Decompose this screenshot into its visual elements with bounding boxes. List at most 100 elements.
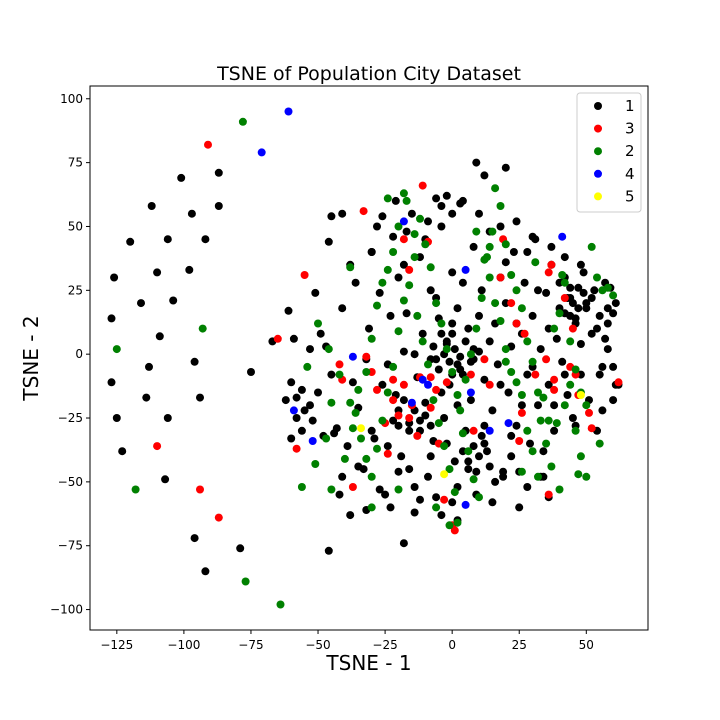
point-series-1 — [466, 357, 475, 366]
point-series-3 — [432, 385, 441, 394]
point-series-1 — [391, 196, 400, 205]
point-series-1 — [190, 534, 199, 543]
point-series-3 — [587, 424, 596, 433]
point-series-2 — [426, 263, 435, 272]
point-series-1 — [405, 465, 414, 474]
point-series-2 — [131, 485, 140, 494]
point-series-1 — [523, 248, 532, 256]
point-series-1 — [507, 431, 516, 440]
point-series-4 — [289, 406, 298, 415]
point-series-4 — [257, 148, 266, 157]
point-series-1 — [316, 329, 325, 338]
point-series-1 — [437, 329, 446, 338]
point-series-2 — [475, 493, 483, 502]
point-series-1 — [394, 467, 403, 476]
point-series-1 — [338, 472, 347, 481]
point-series-1 — [587, 294, 596, 302]
point-series-3 — [442, 378, 451, 387]
point-series-2 — [421, 240, 430, 249]
point-series-2 — [555, 309, 564, 318]
point-series-2 — [571, 365, 580, 374]
point-series-1 — [603, 304, 612, 313]
point-series-1 — [437, 511, 446, 520]
chart-title: TSNE of Population City Dataset — [216, 63, 521, 85]
point-series-1 — [432, 194, 441, 203]
point-series-1 — [501, 258, 510, 267]
point-series-3 — [568, 324, 577, 333]
x-tick-label: −100 — [167, 638, 200, 652]
x-tick-label: −125 — [100, 638, 133, 652]
point-series-2 — [544, 416, 553, 425]
point-series-4 — [485, 426, 494, 435]
point-series-1 — [300, 406, 309, 415]
scatter-points — [107, 107, 623, 609]
y-tick-label: −100 — [50, 603, 83, 617]
point-series-1 — [153, 268, 162, 277]
point-series-1 — [306, 345, 314, 354]
point-series-1 — [576, 340, 585, 348]
point-series-2 — [501, 240, 510, 249]
point-series-2 — [362, 368, 371, 376]
point-series-1 — [383, 442, 392, 451]
point-series-1 — [507, 452, 516, 461]
point-series-1 — [515, 503, 524, 512]
point-series-1 — [297, 385, 306, 394]
point-series-4 — [284, 107, 293, 116]
point-series-1 — [381, 490, 390, 499]
point-series-2 — [448, 368, 457, 376]
point-series-4 — [466, 388, 475, 397]
point-series-1 — [163, 235, 172, 244]
point-series-1 — [346, 511, 355, 520]
point-series-1 — [177, 173, 186, 182]
point-series-2 — [453, 391, 462, 399]
point-series-1 — [456, 352, 465, 361]
point-series-1 — [247, 368, 255, 376]
point-series-2 — [491, 299, 500, 308]
point-series-3 — [440, 495, 449, 504]
point-series-1 — [375, 485, 384, 494]
legend-label-3: 3 — [625, 120, 635, 138]
point-series-2 — [501, 357, 510, 366]
point-series-2 — [418, 337, 427, 346]
point-series-1 — [603, 345, 612, 354]
point-series-1 — [523, 370, 532, 379]
point-series-1 — [579, 268, 588, 277]
point-series-2 — [469, 475, 478, 484]
point-series-3 — [614, 378, 623, 387]
point-series-5 — [576, 391, 585, 399]
point-series-2 — [394, 222, 403, 231]
point-series-1 — [397, 452, 406, 461]
point-series-1 — [338, 304, 347, 313]
point-series-3 — [204, 140, 212, 149]
point-series-2 — [324, 345, 333, 354]
point-series-1 — [338, 209, 347, 218]
point-series-2 — [445, 521, 454, 530]
point-series-1 — [287, 434, 296, 443]
point-series-1 — [343, 442, 352, 451]
point-series-2 — [480, 255, 489, 264]
point-series-2 — [517, 467, 526, 476]
point-series-1 — [402, 309, 411, 318]
point-series-1 — [550, 401, 559, 410]
point-series-1 — [375, 288, 384, 297]
plot-area-frame — [89, 85, 649, 631]
point-series-1 — [373, 222, 381, 231]
point-series-3 — [426, 403, 435, 412]
point-series-3 — [196, 485, 204, 494]
point-series-1 — [386, 503, 395, 512]
point-series-1 — [550, 426, 559, 435]
point-series-2 — [461, 375, 470, 384]
point-series-3 — [214, 513, 223, 522]
point-series-1 — [314, 388, 322, 397]
point-series-4 — [399, 217, 408, 226]
point-series-1 — [534, 286, 542, 295]
point-series-2 — [566, 380, 575, 389]
point-series-1 — [526, 439, 534, 448]
point-series-1 — [523, 483, 532, 491]
point-series-2 — [383, 388, 392, 397]
point-series-1 — [609, 362, 618, 371]
point-series-1 — [378, 212, 387, 221]
point-series-1 — [432, 493, 441, 502]
point-series-1 — [469, 242, 478, 251]
point-series-2 — [357, 434, 365, 443]
